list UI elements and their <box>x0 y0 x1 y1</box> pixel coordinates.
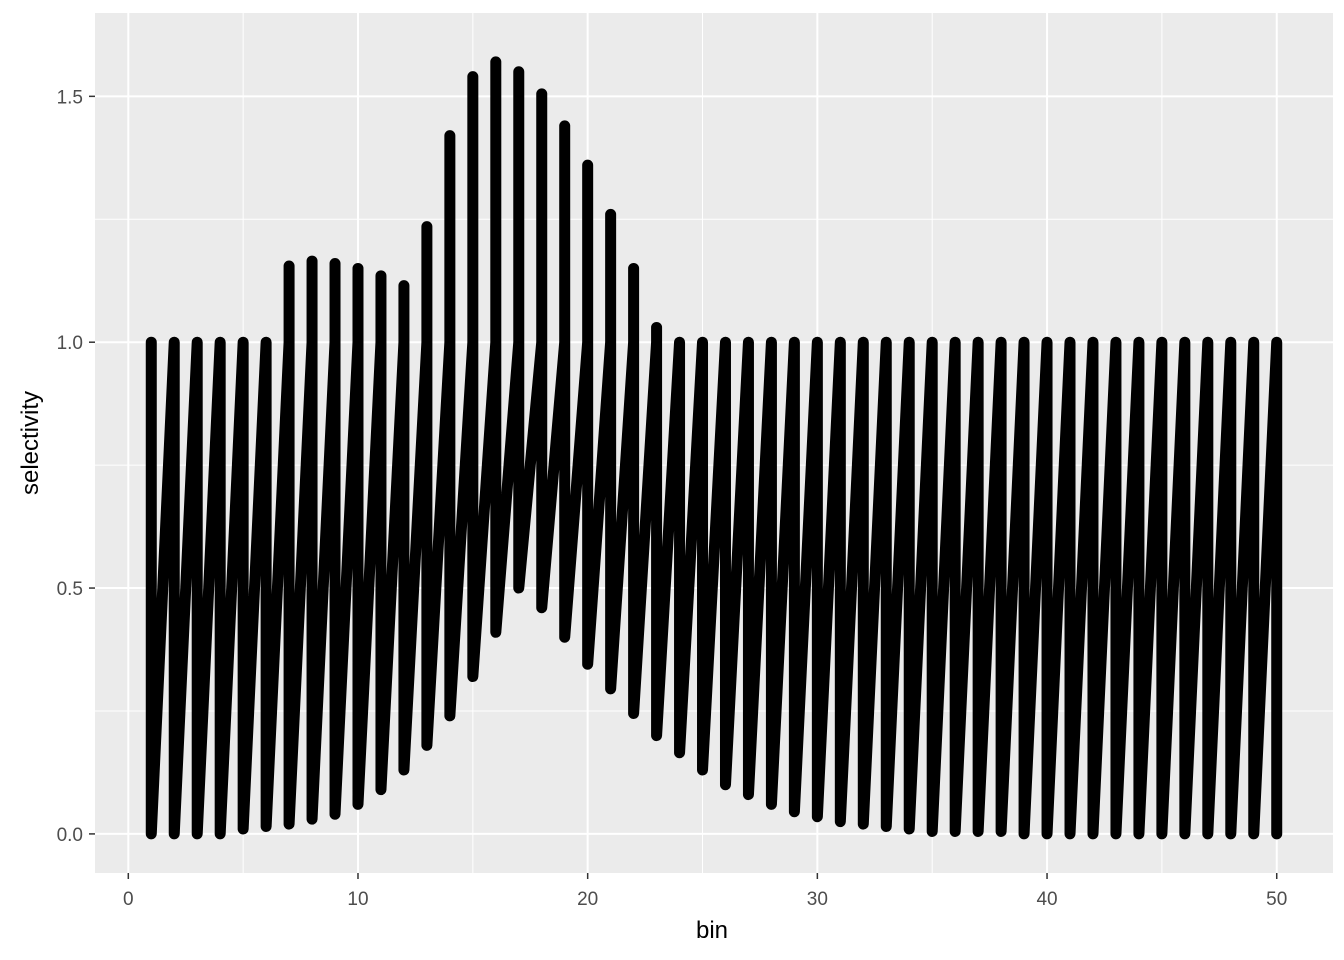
x-tick-label: 50 <box>1266 889 1287 910</box>
x-axis-ticks: 0 10 20 30 40 50 <box>123 873 1287 910</box>
y-axis-title: selectivity <box>17 391 44 495</box>
x-tick-label: 0 <box>123 889 134 910</box>
selectivity-line <box>145 56 1283 840</box>
selectivity-series <box>145 56 1283 840</box>
y-axis-ticks: 0.0 0.5 1.0 1.5 <box>57 87 95 846</box>
y-tick-label: 0.0 <box>57 825 83 846</box>
x-tick-label: 10 <box>347 889 368 910</box>
y-tick-label: 0.5 <box>57 579 83 600</box>
plot-panel <box>95 13 1333 873</box>
y-tick-label: 1.5 <box>57 87 83 108</box>
x-tick-label: 40 <box>1036 889 1057 910</box>
x-tick-label: 30 <box>807 889 828 910</box>
y-tick-label: 1.0 <box>57 333 83 354</box>
x-axis-title: bin <box>696 917 728 944</box>
x-tick-label: 20 <box>577 889 598 910</box>
